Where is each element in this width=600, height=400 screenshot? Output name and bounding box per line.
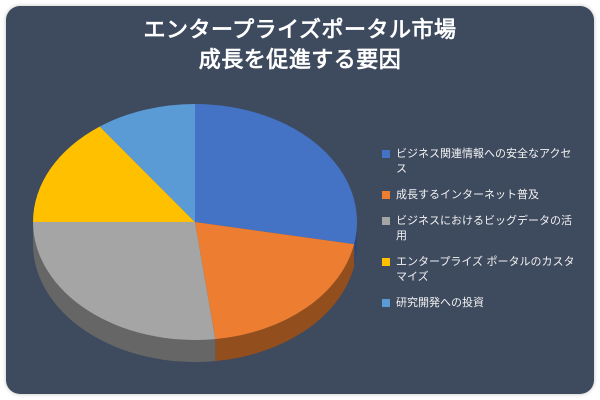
chart-title-line-1: エンタープライズポータル市場 [143, 18, 457, 43]
pie-slice-side [354, 222, 357, 267]
pie-slice [195, 222, 355, 340]
legend-label: エンタープライズ ポータルのカスタマイズ [396, 255, 575, 283]
legend-label: 成長するインターネット普及 [396, 188, 539, 201]
legend-swatch [382, 150, 390, 158]
legend-item-customization: エンタープライズ ポータルのカスタマイズ [382, 254, 582, 284]
legend-item-internet-growth: 成長するインターネット普及 [382, 187, 582, 202]
pie-slice-side [33, 222, 216, 362]
pie-slice [99, 104, 195, 222]
chart-title: エンタープライズポータル市場 成長を促進する要因 [0, 16, 600, 76]
legend-item-secure-access: ビジネス関連情報への安全なアクセス [382, 146, 582, 176]
pie-slice [33, 222, 216, 341]
pie-slice [33, 126, 195, 222]
chart-legend: ビジネス関連情報への安全なアクセス 成長するインターネット普及 ビジネスにおける… [382, 146, 582, 321]
legend-swatch [382, 258, 390, 266]
legend-swatch [382, 299, 390, 307]
legend-label: ビジネス関連情報への安全なアクセス [396, 147, 572, 175]
legend-swatch [382, 217, 390, 225]
pie-slice [195, 104, 357, 245]
legend-swatch [382, 191, 390, 199]
pie-slice-side [215, 244, 355, 362]
legend-item-big-data: ビジネスにおけるビッグデータの活用 [382, 213, 582, 243]
legend-item-rnd: 研究開発への投資 [382, 295, 582, 310]
chart-title-line-2: 成長を促進する要因 [198, 48, 402, 73]
legend-label: 研究開発への投資 [396, 296, 484, 309]
legend-label: ビジネスにおけるビッグデータの活用 [396, 214, 572, 242]
